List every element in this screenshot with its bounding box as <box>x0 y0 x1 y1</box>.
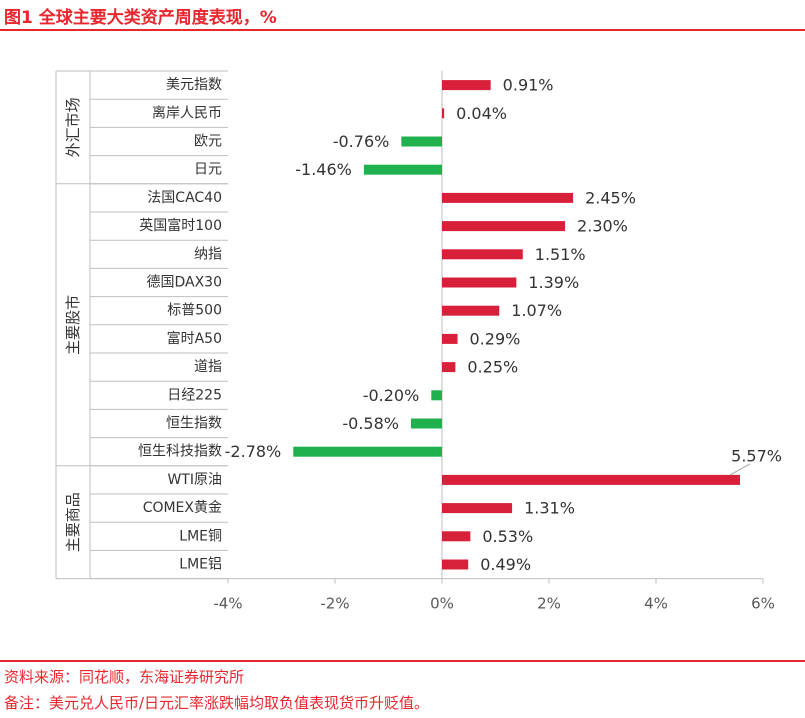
value-label: -0.58% <box>342 414 399 433</box>
group-label: 主要商品 <box>64 492 82 552</box>
value-label: 2.30% <box>577 217 628 236</box>
page-title: 图1 全球主要大类资产周度表现，% <box>4 8 277 28</box>
value-label: 0.25% <box>467 358 518 377</box>
category-label: LME铜 <box>179 528 222 544</box>
x-tick-label: 6% <box>751 595 775 613</box>
value-label: 5.57% <box>731 446 782 465</box>
bar <box>363 164 442 175</box>
x-tick-label: 4% <box>644 595 668 613</box>
value-label: 0.53% <box>482 527 533 546</box>
bar <box>442 192 574 203</box>
bar <box>442 221 566 232</box>
category-label: 日经225 <box>167 387 222 403</box>
category-label: 离岸人民币 <box>152 104 222 121</box>
label-leader-line <box>729 463 751 476</box>
value-label: 1.39% <box>528 273 579 292</box>
category-label: 标普500 <box>167 303 222 319</box>
bar <box>442 108 445 119</box>
group-label: 主要股市 <box>64 295 82 355</box>
remark-note: 备注：美元兑人民币/日元汇率涨跌幅均取负值表现货币升贬值。 <box>4 694 430 712</box>
category-label: 恒生指数 <box>166 416 222 432</box>
source-note: 资料来源：同花顺，东海证券研究所 <box>4 668 245 686</box>
bar <box>442 362 456 373</box>
category-label: 法国CAC40 <box>147 190 222 206</box>
bar <box>442 559 469 570</box>
category-label: 纳指 <box>194 246 222 262</box>
category-label: 日元 <box>194 162 222 178</box>
group-label: 外汇市场 <box>64 97 82 157</box>
category-label: LME铝 <box>179 557 222 573</box>
bar <box>401 136 442 147</box>
title-divider <box>0 29 805 31</box>
bar <box>442 80 491 91</box>
x-tick-label: 0% <box>430 595 454 613</box>
chart-frame <box>55 70 764 584</box>
value-label: 1.07% <box>511 301 562 320</box>
x-tick-label: -2% <box>320 595 349 613</box>
category-label: 美元指数 <box>166 77 222 93</box>
chart-bars <box>293 80 740 570</box>
value-label: 0.49% <box>480 555 531 574</box>
value-label: 0.04% <box>456 104 507 123</box>
category-label: 英国富时100 <box>139 217 222 234</box>
bar <box>442 474 740 485</box>
value-label: 0.29% <box>470 329 521 348</box>
category-label: 德国DAX30 <box>146 275 222 291</box>
x-tick-label: 2% <box>537 595 561 613</box>
category-label: 富时A50 <box>167 330 222 347</box>
bar <box>442 277 517 288</box>
value-label: 2.45% <box>585 188 636 207</box>
bar <box>442 333 458 344</box>
value-label: -0.76% <box>333 132 390 151</box>
value-label: -1.46% <box>295 160 352 179</box>
bar <box>442 249 523 260</box>
value-label: 1.51% <box>535 245 586 264</box>
bar <box>431 390 442 401</box>
category-label: 恒生科技指数 <box>138 444 222 460</box>
footer-divider <box>0 660 805 662</box>
value-label: -0.20% <box>363 386 420 405</box>
value-label: 0.91% <box>503 76 554 95</box>
category-label: 道指 <box>194 359 222 375</box>
bar <box>442 503 513 514</box>
bar <box>410 418 442 429</box>
bar <box>293 446 442 457</box>
category-label: 欧元 <box>194 134 222 150</box>
value-label: 1.31% <box>524 499 575 518</box>
bar <box>442 305 500 316</box>
value-label: -2.78% <box>225 442 282 461</box>
category-label: WTI原油 <box>167 472 222 488</box>
category-label: COMEX黄金 <box>143 499 222 516</box>
bar <box>442 531 471 542</box>
x-tick-label: -4% <box>213 595 242 613</box>
